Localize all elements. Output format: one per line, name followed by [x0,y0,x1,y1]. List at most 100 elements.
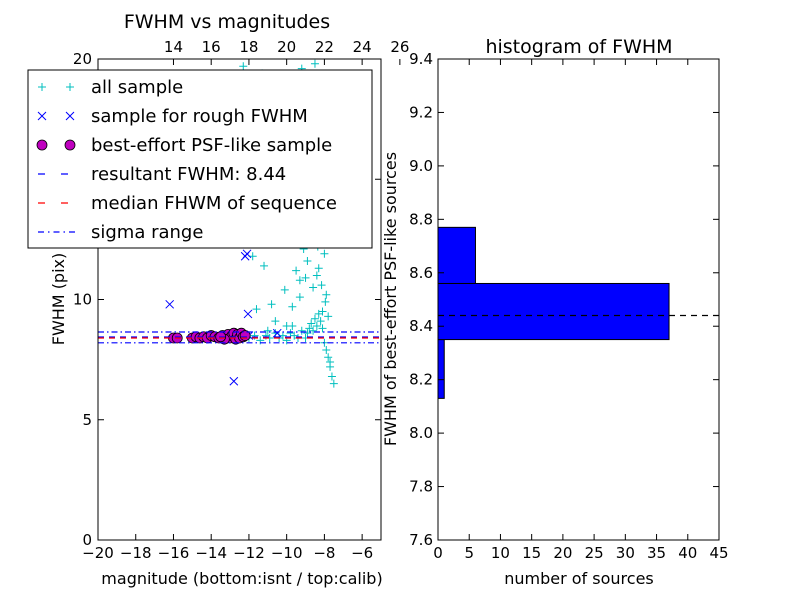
all-sample-point [324,353,333,362]
top-x-tick-label: 22 [315,38,334,56]
scatter-y-axis-label: FWHM (pix) [49,253,68,346]
legend-entry-label: sample for rough FWHM [91,106,308,127]
all-sample-point [295,293,304,302]
all-sample-point [303,257,312,266]
histogram-title: histogram of FWHM [485,36,672,58]
legend: all sample sample for rough FWHM best-effo… [27,69,373,249]
all-sample-point [317,281,326,290]
legend-marker-circle [36,139,48,151]
x-tick-label: −10 [271,544,303,562]
histogram-axes: 0 5 10 15 20 25 30 35 40 45 7.6 7.8 8.0 8.2 8.4 8.6 8.8 9… [409,50,728,562]
x-tick-label: −12 [233,544,265,562]
y-tick-label: 8.2 [409,371,433,389]
histogram-bar [437,339,445,399]
rough-fwhm-point [229,376,239,386]
legend-box [27,69,373,249]
top-x-tick-label: 18 [239,38,258,56]
histogram-bar [437,282,670,341]
y-tick-label: 20 [73,50,92,68]
legend-marker-x [37,111,47,121]
y-tick-label: 9.0 [409,157,433,175]
legend-entry-label: all sample [91,77,183,98]
all-sample-point [312,321,321,330]
all-sample-point [309,326,318,335]
all-sample-point [326,358,335,367]
all-sample-point [292,266,301,275]
legend-marker-plus [38,83,46,91]
all-sample-point [280,285,289,294]
all-sample-point [324,312,333,321]
scatter-title: FWHM vs magnitudes [124,11,330,33]
x-tick-label: −20 [82,544,114,562]
all-sample-point [309,283,318,292]
all-sample-point [288,321,297,330]
all-sample-point [318,324,327,333]
x-tick-label: 35 [647,544,666,562]
all-sample-point [267,300,276,309]
y-tick-label: 8.8 [409,210,433,228]
legend-entry-label: best-effort PSF-like sample [91,135,332,156]
legend-entry-label: resultant FWHM: 8.44 [91,164,286,185]
all-sample-point [322,290,331,299]
scatter-x-axis-label: magnitude (bottom:isnt / top:calib) [101,569,382,588]
rough-fwhm-point [272,328,282,338]
y-tick-label: 9.4 [409,50,433,68]
y-tick-label: 7.8 [409,478,433,496]
histogram-plot-frame [437,58,720,541]
x-tick-label: −16 [158,544,190,562]
all-sample-point [252,305,261,314]
histogram-y-axis-label: FWHM of best-effort PSF-like sources [381,152,400,446]
rough-fwhm-point [243,309,253,319]
all-sample-point [314,264,323,273]
all-sample-point [310,59,319,68]
x-tick-label: 40 [678,544,697,562]
top-x-tick-label: 16 [202,38,221,56]
top-x-tick-label: 24 [353,38,372,56]
histogram-bar [437,226,476,284]
y-tick-label: 8.4 [409,317,433,335]
all-sample-point [329,379,338,388]
all-sample-point [310,314,319,323]
x-tick-label: −14 [195,544,227,562]
top-x-tick-label: 14 [164,38,183,56]
scatter-panel: FWHM vs magnitudes −20 −18 −16 −14 −12 −10 −8−… [27,11,409,588]
legend-entry-label: sigma range [91,222,203,243]
all-sample-point [271,317,280,326]
all-sample-point [239,62,248,71]
all-sample-point [301,273,310,282]
all-sample-point [295,276,304,285]
histogram-x-axis-label: number of sources [504,569,654,588]
all-sample-point [303,329,312,338]
x-tick-label: 5 [464,544,474,562]
all-sample-point [260,261,269,270]
x-tick-label: −18 [120,544,152,562]
top-x-tick-label: 26 [390,38,409,56]
all-sample-point [307,319,316,328]
y-tick-label: 7.6 [409,531,433,549]
x-tick-label: 20 [553,544,572,562]
all-sample-point [288,302,297,311]
y-tick-label: 8.0 [409,424,433,442]
all-sample-point [321,297,330,306]
all-sample-point [316,317,325,326]
all-sample-point [322,346,331,355]
rough-fwhm-point [165,299,175,309]
all-sample-point [327,372,336,381]
scatter-reference-lines [98,331,381,344]
x-tick-label: 15 [522,544,541,562]
x-tick-label: 10 [491,544,510,562]
rough-fwhm-point [242,249,252,259]
y-tick-label: 5 [82,411,92,429]
x-tick-label: 30 [616,544,635,562]
legend-marker-plus [66,83,74,91]
y-tick-label: 9.2 [409,103,433,121]
all-sample-point [318,307,327,316]
all-sample-point [263,326,272,335]
x-tick-label: 0 [433,544,443,562]
histogram-panel: histogram of FWHM 0 5 10 15 20 25 30 35 40 45 7.6 7… [381,36,729,588]
y-tick-label: 10 [73,291,92,309]
all-sample-point [312,271,321,280]
x-tick-label: −8 [313,544,335,562]
histogram-bars [437,226,670,399]
